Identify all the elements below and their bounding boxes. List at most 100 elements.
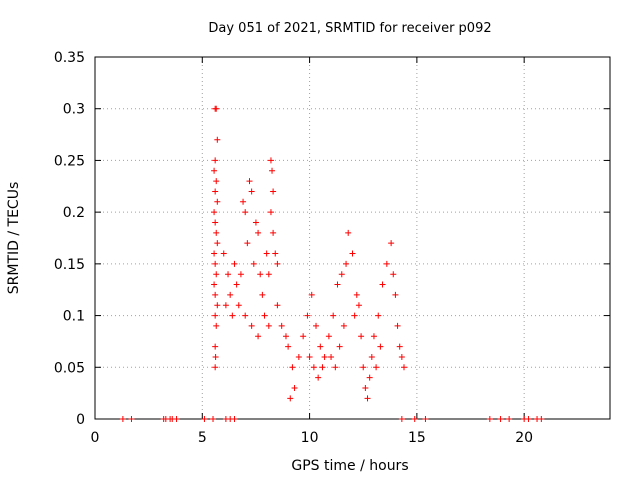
data-point	[345, 229, 352, 236]
data-point	[340, 322, 347, 329]
data-point	[213, 271, 220, 278]
data-point	[321, 353, 328, 360]
data-point	[242, 312, 249, 319]
data-point	[213, 178, 220, 185]
data-point	[214, 136, 221, 143]
data-point	[411, 416, 418, 422]
x-axis-label: GPS time / hours	[291, 458, 408, 474]
data-point	[214, 302, 221, 309]
y-tick-label: 0.25	[54, 153, 85, 169]
data-point	[304, 312, 311, 319]
data-point	[306, 353, 313, 360]
data-point	[267, 209, 274, 216]
data-point	[237, 271, 244, 278]
data-point	[270, 229, 277, 236]
data-point	[235, 302, 242, 309]
data-point	[525, 416, 532, 422]
data-point	[265, 322, 272, 329]
data-point	[287, 395, 294, 402]
data-point	[291, 384, 298, 391]
x-tick-label: 15	[408, 430, 426, 446]
x-tick-label: 10	[301, 430, 319, 446]
data-point	[214, 240, 221, 247]
data-point	[278, 322, 285, 329]
data-point	[259, 291, 266, 298]
data-point	[270, 188, 277, 195]
y-axis-label: SRMTID / TECUs	[6, 182, 22, 295]
data-point	[274, 302, 281, 309]
data-point	[398, 416, 405, 422]
data-point	[401, 364, 407, 371]
data-point	[252, 219, 259, 226]
data-point	[486, 416, 493, 422]
data-point	[248, 322, 255, 329]
data-point	[396, 343, 403, 350]
data-point	[330, 312, 337, 319]
data-point	[257, 271, 264, 278]
y-tick-label: 0.15	[54, 257, 85, 273]
data-point	[261, 312, 268, 319]
data-point	[319, 364, 326, 371]
data-point	[246, 178, 253, 185]
y-tick-label: 0	[76, 412, 85, 428]
data-point	[211, 281, 218, 288]
data-point	[336, 343, 343, 350]
data-point	[362, 384, 369, 391]
x-tick-label: 0	[91, 430, 100, 446]
data-point	[315, 374, 322, 381]
series-zero	[119, 416, 545, 422]
data-point	[265, 271, 272, 278]
data-point	[398, 353, 405, 360]
data-point	[364, 395, 371, 402]
data-point	[128, 416, 135, 422]
data-point	[211, 209, 218, 216]
chart-title: Day 051 of 2021, SRMTID for receiver p09…	[208, 21, 491, 36]
data-point	[272, 250, 279, 257]
data-point	[210, 416, 217, 422]
data-point	[317, 343, 324, 350]
x-tick-label: 20	[515, 430, 533, 446]
data-point	[244, 240, 251, 247]
data-point	[497, 416, 504, 422]
data-point	[375, 312, 382, 319]
data-point	[274, 260, 281, 267]
data-point	[328, 353, 335, 360]
data-point	[231, 260, 238, 267]
data-point	[242, 209, 249, 216]
data-point	[222, 302, 229, 309]
y-tick-label: 0.3	[63, 102, 85, 118]
axis-ticks: 0 0.05 0.1 0.15 0.2 0.25 0.3 0.35 0 5 10 15 20	[54, 50, 610, 446]
plot-frame	[94, 56, 611, 420]
data-point	[248, 188, 255, 195]
data-point	[373, 364, 380, 371]
data-point	[212, 291, 219, 298]
series-srmtid	[211, 105, 407, 402]
data-point	[392, 291, 399, 298]
gridlines	[95, 57, 610, 419]
data-point	[308, 291, 315, 298]
data-point	[212, 312, 219, 319]
data-point	[289, 364, 296, 371]
data-point	[213, 229, 220, 236]
data-point	[201, 416, 208, 422]
data-point	[334, 281, 341, 288]
data-point	[212, 219, 219, 226]
data-point	[255, 229, 262, 236]
data-point	[394, 322, 401, 329]
data-point	[506, 416, 513, 422]
x-tick-label: 5	[198, 430, 207, 446]
data-point	[422, 416, 429, 422]
data-point	[211, 167, 218, 174]
y-tick-label: 0.1	[63, 309, 85, 325]
data-point	[229, 312, 236, 319]
data-point	[370, 333, 377, 340]
data-point	[538, 416, 545, 422]
data-point	[377, 343, 384, 350]
data-point	[383, 260, 390, 267]
data-point	[353, 291, 360, 298]
data-point	[388, 240, 395, 247]
data-point	[212, 364, 219, 371]
y-tick-label: 0.2	[63, 205, 85, 221]
data-point	[343, 260, 350, 267]
